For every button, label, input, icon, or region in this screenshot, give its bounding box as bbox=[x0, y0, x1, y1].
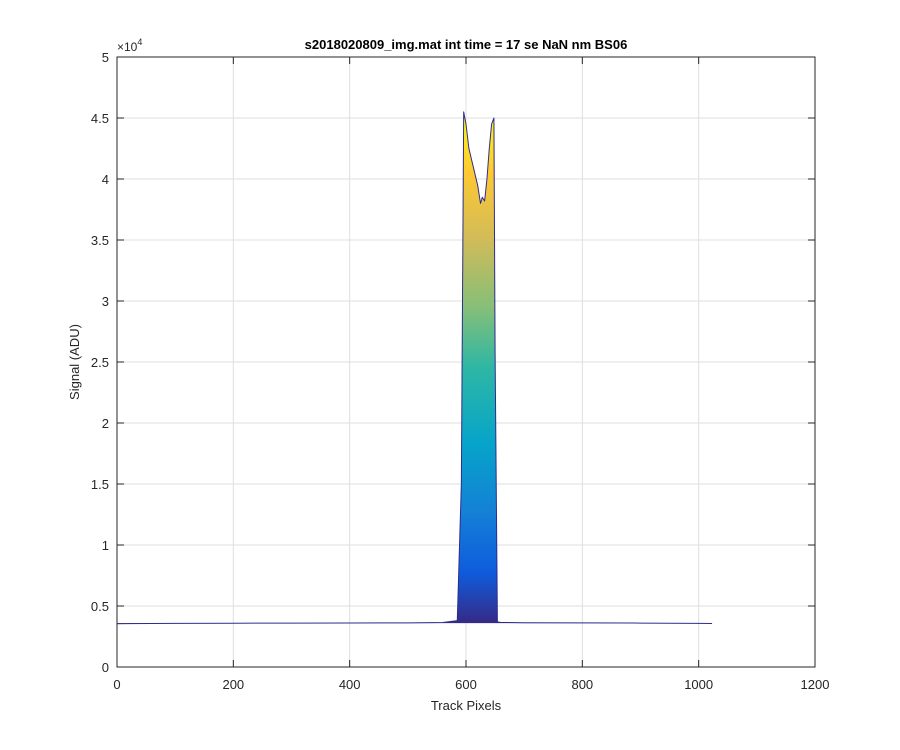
y-exponent-base: ×10 bbox=[117, 40, 138, 54]
y-exponent-label: ×104 bbox=[117, 37, 142, 54]
x-axis-label: Track Pixels bbox=[431, 698, 502, 713]
y-tick-label: 2 bbox=[102, 416, 109, 431]
y-axis-label: Signal (ADU) bbox=[67, 324, 82, 400]
x-tick-label: 400 bbox=[339, 677, 361, 692]
y-tick-label: 1 bbox=[102, 538, 109, 553]
x-tick-label: 200 bbox=[222, 677, 244, 692]
x-tick-label: 1200 bbox=[801, 677, 830, 692]
chart-title: s2018020809_img.mat int time = 17 se NaN… bbox=[305, 37, 628, 52]
y-tick-label: 0.5 bbox=[91, 599, 109, 614]
y-tick-label: 2.5 bbox=[91, 355, 109, 370]
y-tick-label: 0 bbox=[102, 660, 109, 675]
y-tick-label: 3.5 bbox=[91, 233, 109, 248]
y-tick-label: 5 bbox=[102, 50, 109, 65]
x-tick-label: 1000 bbox=[684, 677, 713, 692]
y-tick-label: 4 bbox=[102, 172, 109, 187]
x-tick-label: 800 bbox=[571, 677, 593, 692]
ticks: 0 200 400 600 800 1000 1200 0 0.5 1 1.5 2 2.5 3 3.5 4 4.… bbox=[91, 50, 830, 692]
y-tick-label: 4.5 bbox=[91, 111, 109, 126]
signal-line bbox=[116, 111, 713, 625]
y-exponent-power: 4 bbox=[137, 37, 142, 47]
y-tick-label: 1.5 bbox=[91, 477, 109, 492]
x-tick-label: 0 bbox=[113, 677, 120, 692]
data-layer bbox=[116, 111, 713, 625]
x-tick-label: 600 bbox=[455, 677, 477, 692]
y-tick-label: 3 bbox=[102, 294, 109, 309]
